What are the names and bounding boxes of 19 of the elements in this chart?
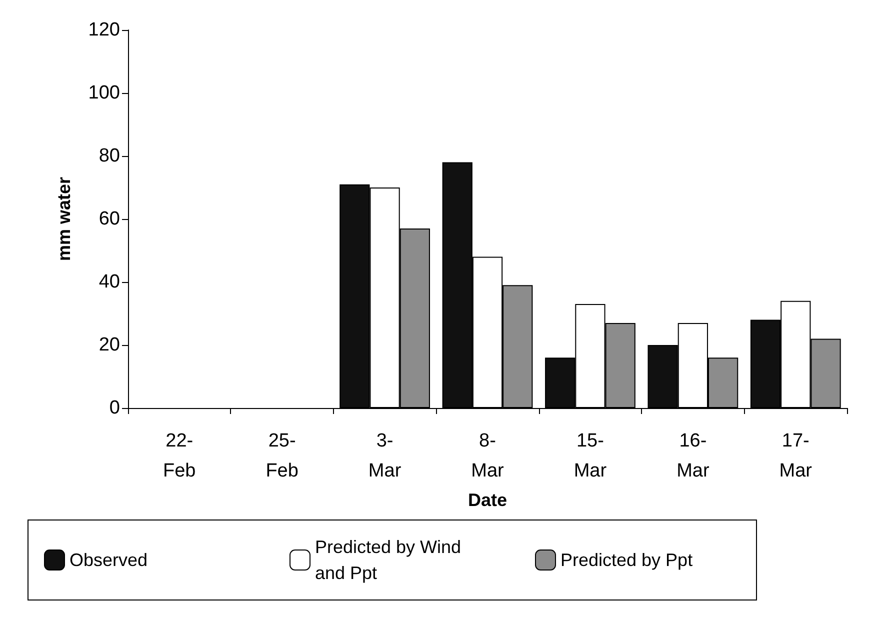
y-axis-title: mm water	[54, 176, 74, 262]
y-tick-label: 0	[109, 398, 120, 418]
x-axis-title: Date	[468, 490, 508, 510]
y-tick-label: 120	[88, 20, 120, 40]
legend-label: Predicted by Wind and Ppt	[315, 537, 466, 583]
x-tick-label: 8-Mar	[471, 430, 505, 482]
y-tick-label: 60	[98, 208, 120, 230]
y-tick-label: 20	[98, 334, 120, 356]
legend-label: Observed	[70, 550, 148, 570]
legend-label: Predicted by Ppt	[560, 550, 693, 570]
x-tick-label: 22-Feb	[162, 430, 196, 482]
y-tick-label: 80	[98, 146, 120, 166]
x-tick-label: 25-Feb	[266, 430, 298, 482]
y-tick-label: 100	[88, 82, 120, 104]
x-tick-label: 16-Mar	[676, 430, 710, 482]
x-tick-label: 15-Mar	[574, 430, 608, 482]
x-tick-label: 3-Mar	[368, 430, 402, 482]
y-tick-label: 40	[98, 272, 120, 292]
x-tick-label: 17-Mar	[779, 430, 813, 482]
